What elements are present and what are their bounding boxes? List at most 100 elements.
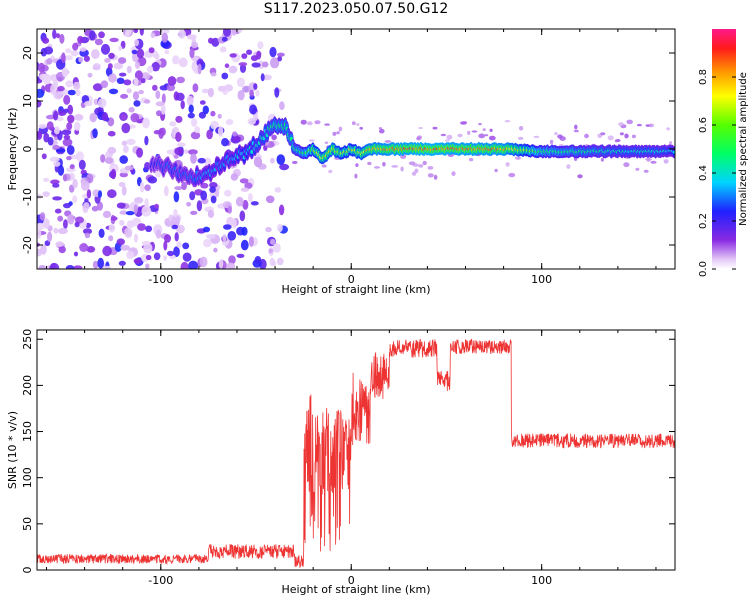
noise-blob xyxy=(98,228,105,238)
noise-blob xyxy=(108,73,117,83)
noise-blob xyxy=(533,135,540,138)
noise-blob xyxy=(229,53,237,58)
noise-blob xyxy=(143,99,151,104)
noise-blob xyxy=(221,36,228,42)
noise-blob xyxy=(236,29,243,33)
noise-blob xyxy=(202,226,211,233)
noise-blob xyxy=(52,196,62,201)
noise-blob xyxy=(64,55,73,61)
noise-blob xyxy=(55,241,64,247)
noise-blob xyxy=(89,112,97,123)
noise-blob xyxy=(219,46,227,53)
noise-blob xyxy=(126,65,132,74)
noise-blob xyxy=(125,29,132,36)
noise-blob xyxy=(228,65,238,74)
colorbar-tick-label: 0.6 xyxy=(698,117,709,133)
noise-blob xyxy=(67,114,75,124)
spectrogram-heatmap xyxy=(37,29,675,269)
noise-blob xyxy=(173,208,178,218)
noise-blob xyxy=(133,29,139,34)
snr-line xyxy=(37,338,675,568)
noise-blob xyxy=(240,187,249,192)
noise-blob xyxy=(108,52,115,60)
noise-blob xyxy=(273,141,280,146)
noise-blob xyxy=(153,130,162,135)
noise-blob xyxy=(247,117,256,125)
noise-blob xyxy=(224,189,232,197)
noise-blob xyxy=(57,76,63,82)
noise-blob xyxy=(505,162,510,167)
noise-blob xyxy=(270,238,276,245)
noise-blob xyxy=(422,160,427,166)
noise-blob xyxy=(215,188,220,198)
noise-blob xyxy=(43,132,50,143)
noise-blob xyxy=(208,37,214,44)
noise-blob xyxy=(49,262,60,269)
noise-blob xyxy=(134,39,140,47)
colorbar-tick-label: 0.8 xyxy=(698,69,709,85)
noise-blob xyxy=(209,186,216,193)
x-tick-label: 0 xyxy=(348,273,355,286)
noise-blob xyxy=(190,131,201,140)
noise-blob xyxy=(100,154,106,163)
noise-blob xyxy=(196,58,204,67)
noise-blob xyxy=(73,265,83,269)
spectrogram-ylabel: Frequency (Hz) xyxy=(6,108,19,191)
noise-blob xyxy=(70,50,79,57)
noise-blob xyxy=(139,181,145,193)
noise-blob xyxy=(58,227,68,235)
noise-blob xyxy=(231,29,237,36)
noise-blob xyxy=(614,139,619,143)
x-tick-label: -100 xyxy=(148,574,173,587)
noise-blob xyxy=(49,156,60,162)
noise-blob xyxy=(137,223,146,231)
noise-blob xyxy=(164,49,170,55)
noise-blob xyxy=(38,123,47,129)
noise-blob xyxy=(635,167,640,171)
noise-blob xyxy=(145,225,153,233)
noise-blob xyxy=(46,58,53,65)
noise-blob xyxy=(418,127,423,129)
noise-blob xyxy=(62,138,73,147)
noise-blob xyxy=(92,83,103,92)
noise-blob xyxy=(65,265,75,269)
noise-blob xyxy=(328,169,333,174)
noise-blob xyxy=(203,239,212,248)
noise-blob xyxy=(98,31,105,39)
noise-blob xyxy=(131,49,138,55)
noise-blob xyxy=(53,227,59,234)
noise-blob xyxy=(121,123,131,134)
noise-blob xyxy=(218,259,224,269)
noise-blob xyxy=(279,163,290,171)
noise-blob xyxy=(427,173,434,178)
noise-blob xyxy=(265,195,275,204)
noise-blob xyxy=(54,208,62,214)
noise-blob xyxy=(514,156,522,160)
noise-blob xyxy=(433,174,438,180)
noise-blob xyxy=(213,247,218,253)
noise-blob xyxy=(468,157,474,162)
noise-blob xyxy=(238,62,248,67)
noise-blob xyxy=(324,141,329,144)
noise-blob xyxy=(52,183,60,188)
noise-blob xyxy=(239,178,249,184)
noise-blob xyxy=(125,211,135,216)
noise-blob xyxy=(200,190,208,201)
noise-blob xyxy=(223,29,231,37)
noise-blob xyxy=(163,240,168,251)
y-tick-label: 20 xyxy=(21,46,34,60)
noise-blob xyxy=(119,155,128,164)
noise-blob xyxy=(224,63,230,68)
noise-blob xyxy=(573,129,579,133)
noise-blob xyxy=(451,171,456,176)
noise-blob xyxy=(253,83,258,90)
noise-blob xyxy=(176,76,186,84)
noise-blob xyxy=(138,89,144,95)
noise-blob xyxy=(37,131,43,140)
noise-blob xyxy=(148,47,155,54)
noise-blob xyxy=(102,245,112,257)
noise-blob xyxy=(210,72,217,77)
noise-blob xyxy=(262,61,269,68)
noise-blob xyxy=(232,135,241,142)
noise-blob xyxy=(427,166,434,170)
